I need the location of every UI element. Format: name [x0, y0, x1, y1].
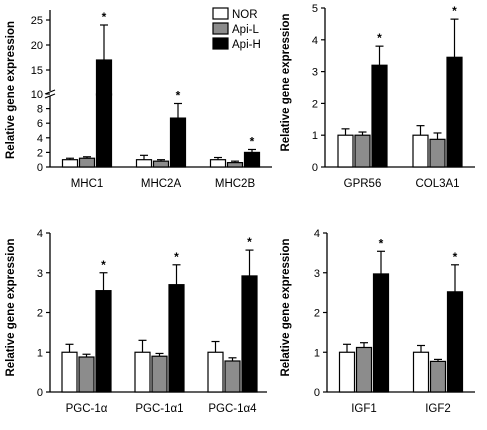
y-axis-label: Relative gene expression [5, 21, 17, 159]
panel-b: 0 1 2 3 4 5 * GPR56 * COL3A1 Relative gene express… [280, 3, 475, 190]
bar-api-h-0-upper [95, 59, 113, 96]
y-tick-label: 1 [314, 347, 320, 359]
y-tick-label: 4 [37, 228, 43, 240]
y-tick-label: 6 [37, 118, 43, 130]
significance-star: * [452, 4, 457, 18]
category-label: COL3A1 [415, 178, 459, 190]
y-tick-label: 0 [314, 387, 320, 399]
y-tick-label: 2 [314, 308, 320, 320]
y-tick-label: 15 [31, 65, 43, 77]
category-label: MHC2A [141, 178, 182, 190]
bar-nor-2 [207, 351, 224, 393]
y-tick-label: 0 [312, 162, 318, 174]
legend-label: Api-H [232, 39, 261, 51]
bar-api-h-1 [169, 117, 187, 168]
legend-swatch-api-h [212, 37, 229, 50]
category-label: IGF1 [351, 403, 377, 415]
y-tick-label: 0 [37, 387, 43, 399]
bar-api-h-1 [446, 291, 464, 393]
legend-swatch-nor [212, 7, 229, 20]
y-tick-label: 3 [37, 268, 43, 280]
significance-star: * [453, 250, 458, 264]
panel-d: 0 1 2 3 4 * IGF1 * IGF2 Relative gene expression [280, 228, 475, 415]
bar-api-l-0 [354, 134, 371, 168]
bar-nor-0 [337, 134, 354, 168]
bar-api-h-0-lower [95, 93, 113, 168]
panel-c: 0 1 2 3 4 * PGC-1α * PGC-1α1 * PGC-1α4 Relative gen… [5, 228, 267, 415]
bar-api-l-0 [78, 356, 95, 393]
bar-api-l-0 [355, 346, 373, 393]
y-axis-label: Relative gene expression [5, 238, 17, 376]
y-tick-label: 8 [37, 104, 43, 116]
axis-break-mark [44, 93, 56, 99]
y-tick-label: 5 [312, 3, 318, 15]
bar-nor-0 [61, 159, 79, 168]
y-axis-label: Relative gene expression [280, 238, 292, 376]
bar-nor-1 [135, 159, 153, 168]
significance-star: * [101, 258, 106, 272]
bar-api-l-1 [151, 355, 168, 393]
bar-api-h-1 [168, 284, 185, 393]
legend-label: NOR [232, 9, 258, 21]
y-tick-label: 20 [31, 40, 43, 52]
significance-star: * [250, 134, 255, 148]
legend-swatch-api-l [212, 22, 229, 35]
significance-star: * [379, 236, 384, 250]
category-label: IGF2 [425, 403, 451, 415]
bar-nor-2 [209, 159, 227, 168]
y-tick-label: 3 [312, 67, 318, 79]
y-tick-label: 2 [312, 98, 318, 110]
bar-api-h-0 [372, 273, 390, 393]
legend-label: Api-L [232, 24, 259, 36]
bar-nor-1 [134, 351, 151, 393]
y-tick-label: 1 [37, 347, 43, 359]
bar-api-l-1 [152, 160, 170, 168]
category-label: MHC2B [215, 178, 256, 190]
bar-nor-0 [338, 351, 356, 393]
panel-a: 0 2 4 6 8 10 15 20 25 * MHC1 * MHC2A * MHC2B Relative g… [5, 10, 272, 190]
y-axis-label: Relative gene expression [280, 13, 292, 151]
legend: NOR Api-L Api-H [212, 7, 261, 51]
y-tick-label: 3 [314, 268, 320, 280]
significance-star: * [377, 31, 382, 45]
axis-break-mark [44, 89, 56, 95]
bar-nor-1 [412, 351, 430, 393]
category-label: PGC-1α [66, 403, 108, 415]
bar-nor-1 [412, 134, 429, 168]
significance-star: * [174, 250, 179, 264]
significance-star: * [102, 10, 107, 24]
y-tick-label: 10 [31, 89, 43, 101]
significance-star: * [247, 235, 252, 249]
bar-api-l-2 [224, 360, 241, 393]
y-tick-label: 4 [312, 35, 318, 47]
bar-api-h-0 [95, 290, 112, 393]
category-label: GPR56 [344, 178, 382, 190]
y-tick-label: 2 [37, 147, 43, 159]
bar-nor-0 [61, 351, 78, 393]
bar-api-l-1 [429, 138, 446, 168]
bar-api-l-0 [78, 157, 96, 168]
bar-api-h-2 [243, 151, 261, 168]
category-label: PGC-1α4 [208, 403, 257, 415]
bar-api-h-1 [446, 56, 463, 168]
bar-api-l-2 [226, 162, 244, 168]
significance-star: * [176, 88, 181, 102]
y-tick-label: 0 [37, 162, 43, 174]
bar-api-l-1 [429, 360, 447, 393]
bar-api-h-0 [371, 64, 388, 168]
y-tick-label: 4 [37, 133, 43, 145]
category-label: MHC1 [71, 178, 104, 190]
y-tick-label: 25 [31, 15, 43, 27]
y-tick-label: 2 [37, 308, 43, 320]
y-tick-label: 1 [312, 130, 318, 142]
category-label: PGC-1α1 [135, 403, 183, 415]
y-tick-label: 4 [314, 228, 320, 240]
bar-api-h-2 [241, 275, 258, 393]
